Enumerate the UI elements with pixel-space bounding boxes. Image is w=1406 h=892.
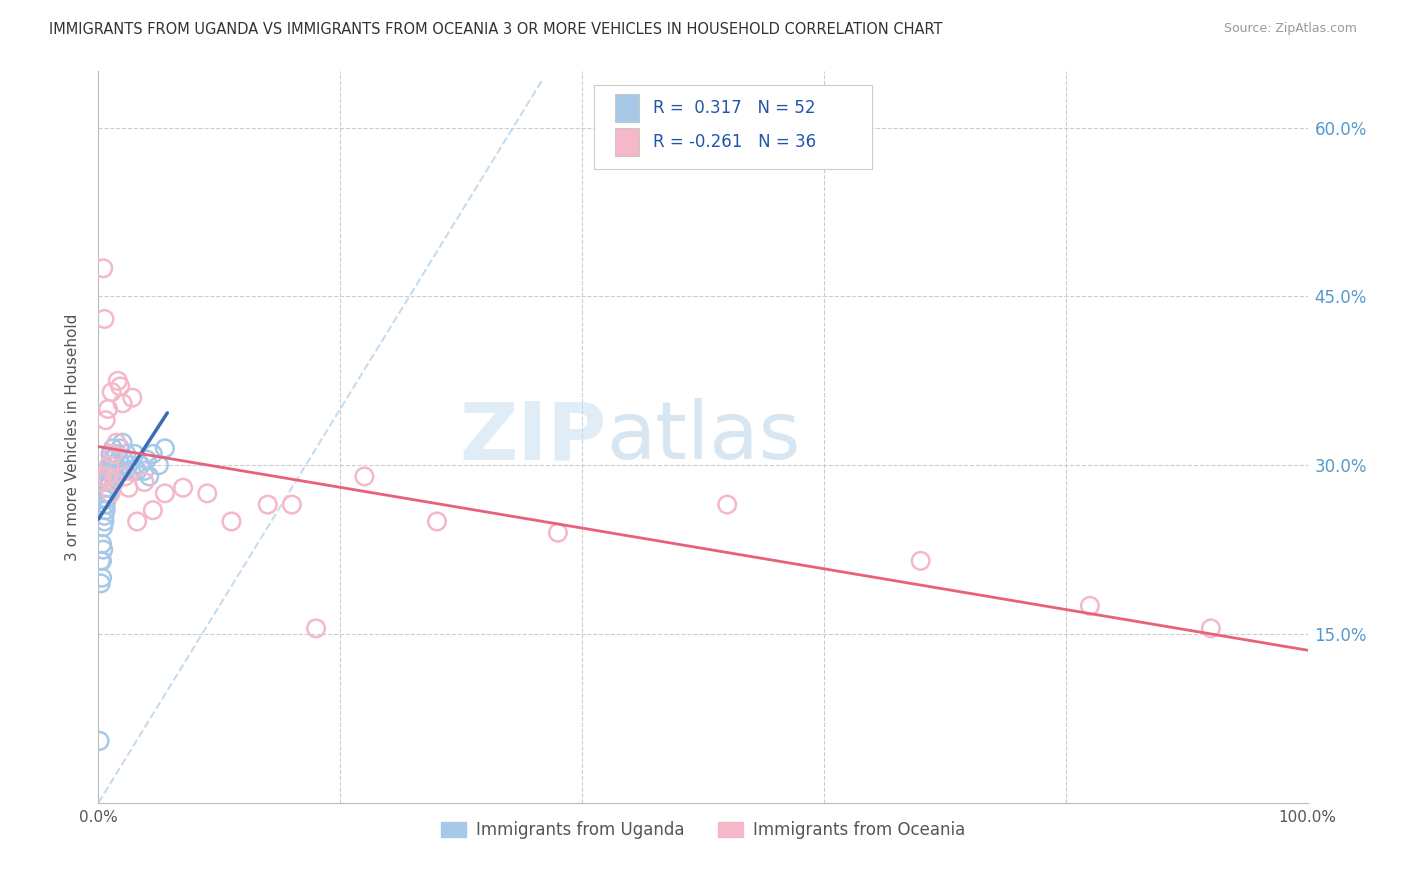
Point <box>98 458 121 473</box>
Point <box>353 469 375 483</box>
Point <box>111 396 134 410</box>
Point <box>100 464 122 478</box>
Point <box>1199 621 1222 635</box>
Point <box>305 621 328 635</box>
Point <box>120 464 142 478</box>
Point <box>107 464 129 478</box>
Point <box>100 464 122 478</box>
Text: Source: ZipAtlas.com: Source: ZipAtlas.com <box>1223 22 1357 36</box>
Point <box>101 442 124 456</box>
Point <box>127 515 149 529</box>
Point <box>96 491 118 506</box>
Point <box>118 481 141 495</box>
Point <box>112 452 135 467</box>
Point <box>100 475 122 489</box>
FancyBboxPatch shape <box>614 128 638 156</box>
Point <box>127 464 149 478</box>
Point <box>91 554 114 568</box>
Text: R =  0.317   N = 52: R = 0.317 N = 52 <box>654 99 815 117</box>
Y-axis label: 3 or more Vehicles in Household: 3 or more Vehicles in Household <box>65 313 80 561</box>
Point <box>134 464 156 478</box>
Point <box>281 498 304 512</box>
Point <box>100 486 122 500</box>
Point <box>94 413 117 427</box>
Point <box>910 554 932 568</box>
Point <box>94 503 117 517</box>
Point <box>142 503 165 517</box>
Point <box>103 464 125 478</box>
Point <box>105 435 128 450</box>
Text: R = -0.261   N = 36: R = -0.261 N = 36 <box>654 133 817 151</box>
Point <box>90 576 112 591</box>
Point <box>110 464 132 478</box>
Point <box>91 571 114 585</box>
Point <box>103 475 125 489</box>
Point <box>108 379 131 393</box>
Point <box>148 458 170 473</box>
Point <box>121 391 143 405</box>
Point <box>97 475 120 489</box>
Point <box>94 498 117 512</box>
Point <box>104 469 127 483</box>
Legend: Immigrants from Uganda, Immigrants from Oceania: Immigrants from Uganda, Immigrants from … <box>434 814 972 846</box>
Text: IMMIGRANTS FROM UGANDA VS IMMIGRANTS FROM OCEANIA 3 OR MORE VEHICLES IN HOUSEHOL: IMMIGRANTS FROM UGANDA VS IMMIGRANTS FRO… <box>49 22 942 37</box>
FancyBboxPatch shape <box>614 95 638 122</box>
Point <box>90 475 112 489</box>
Point <box>114 469 136 483</box>
Point <box>256 498 278 512</box>
Point <box>135 452 157 467</box>
Point <box>138 469 160 483</box>
Point <box>91 542 114 557</box>
Point <box>105 447 128 461</box>
Point <box>98 475 121 489</box>
FancyBboxPatch shape <box>595 85 872 169</box>
Point <box>108 452 131 467</box>
Point <box>1078 599 1101 613</box>
Point <box>97 401 120 416</box>
Point <box>93 508 115 523</box>
Point <box>93 491 115 506</box>
Point <box>101 447 124 461</box>
Point <box>142 447 165 461</box>
Point <box>108 442 131 456</box>
Point <box>91 261 114 276</box>
Point <box>111 435 134 450</box>
Point <box>547 525 569 540</box>
Point <box>97 486 120 500</box>
Point <box>221 515 243 529</box>
Point <box>124 447 146 461</box>
Point <box>426 515 449 529</box>
Point <box>100 385 122 400</box>
Point <box>97 464 120 478</box>
Point <box>98 458 121 473</box>
Point <box>153 486 176 500</box>
Point <box>114 464 136 478</box>
Point <box>716 498 738 512</box>
Point <box>100 452 122 467</box>
Point <box>94 486 117 500</box>
Point <box>91 520 114 534</box>
Point <box>153 442 176 456</box>
Point <box>195 486 218 500</box>
Point <box>100 447 122 461</box>
Point <box>89 734 111 748</box>
Point <box>129 458 152 473</box>
Point <box>93 312 115 326</box>
Point <box>134 475 156 489</box>
Point <box>172 481 194 495</box>
Text: ZIP: ZIP <box>458 398 606 476</box>
Point <box>107 374 129 388</box>
Point <box>118 458 141 473</box>
Point <box>96 469 118 483</box>
Point <box>101 458 124 473</box>
Point <box>90 554 112 568</box>
Point <box>96 481 118 495</box>
Text: atlas: atlas <box>606 398 800 476</box>
Point <box>91 537 114 551</box>
Point <box>93 515 115 529</box>
Point <box>96 469 118 483</box>
Point <box>115 447 138 461</box>
Point <box>103 475 125 489</box>
Point <box>91 469 114 483</box>
